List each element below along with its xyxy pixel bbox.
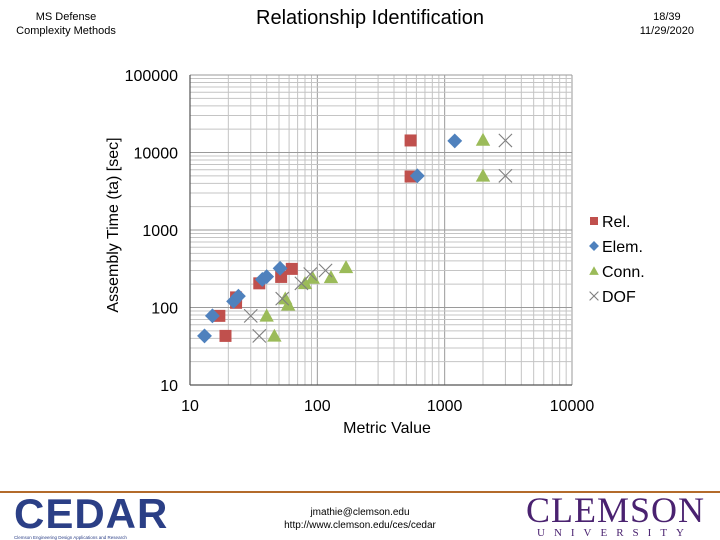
x-marker-stroke	[318, 263, 333, 278]
footer-divider	[0, 491, 720, 493]
slide-title: Relationship Identification	[256, 7, 484, 29]
cedar-logo: CEDAR Clemson Engineering Design Applica…	[14, 490, 169, 540]
x-marker-stroke	[498, 133, 513, 148]
header-slide-info: 18/39 11/29/2020	[640, 10, 694, 38]
legend-label-rel: Rel.	[602, 214, 630, 231]
x-marker-stroke	[498, 168, 513, 183]
point-elem	[447, 133, 463, 149]
point-dof	[243, 308, 258, 323]
scatter-chart: 10 100 1000 10000 10 100 1000 10000 100000 Metric…	[105, 68, 645, 437]
header-org-label: MS Defense Complexity Methods	[16, 11, 116, 37]
point-elem	[204, 308, 220, 324]
point-conn	[338, 260, 354, 274]
y-axis-title: Assembly Time (ta) [sec]	[105, 137, 122, 312]
chart-marks	[197, 132, 513, 344]
point-rel	[219, 329, 232, 342]
chart-gridlines	[189, 74, 573, 386]
x-tick-label: 1000	[427, 398, 463, 415]
cedar-logo-word: CEDAR	[14, 490, 169, 537]
point-conn	[259, 308, 274, 322]
cedar-logo-tagline: Clemson Engineering Design Applications …	[14, 535, 127, 540]
legend-label-elem: Elem.	[602, 239, 643, 256]
y-tick-label: 100000	[125, 68, 178, 85]
y-tick-label: 100	[151, 301, 178, 318]
legend-marker-dof	[589, 291, 599, 301]
point-conn	[475, 168, 491, 182]
slide-number: 18/39	[653, 11, 681, 23]
x-axis-title: Metric Value	[343, 420, 431, 437]
point-rel	[404, 134, 417, 147]
point-elem	[197, 328, 212, 344]
clemson-logo-sub: UNIVERSITY	[537, 527, 693, 539]
chart-legend: Rel. Elem. Conn. DOF	[589, 214, 645, 306]
contact-email[interactable]: jmathie@clemson.edu	[310, 507, 410, 518]
contact-url[interactable]: http://www.clemson.edu/ces/cedar	[284, 520, 436, 531]
y-tick-label: 10	[160, 378, 178, 395]
point-elem	[259, 269, 275, 285]
x-marker-stroke	[275, 291, 290, 306]
point-rel	[275, 270, 288, 283]
x-marker-stroke	[303, 267, 318, 282]
chart-axes: 10 100 1000 10000 10 100 1000 10000 100000 Metric…	[105, 68, 594, 437]
point-conn	[475, 132, 491, 146]
slide-date: 11/29/2020	[639, 25, 694, 37]
point-conn	[267, 328, 282, 342]
point-conn	[297, 276, 313, 290]
legend-marker-conn	[589, 266, 599, 275]
point-dof	[498, 168, 513, 183]
legend-label-conn: Conn.	[602, 264, 645, 281]
point-dof	[498, 133, 513, 148]
point-dof	[318, 263, 333, 278]
x-marker-stroke	[589, 291, 599, 301]
point-elem	[230, 288, 246, 304]
contact-info: jmathie@clemson.edu http://www.clemson.e…	[240, 506, 480, 532]
y-tick-label: 1000	[142, 223, 178, 240]
x-tick-label: 10000	[550, 398, 595, 415]
x-tick-label: 10	[181, 398, 199, 415]
x-tick-label: 100	[304, 398, 331, 415]
point-elem	[272, 260, 288, 276]
point-dof	[252, 328, 267, 343]
clemson-logo: CLEMSON UNIVERSITY	[526, 490, 706, 539]
legend-marker-elem	[589, 241, 599, 251]
legend-marker-rel	[590, 217, 598, 225]
point-rel	[285, 262, 298, 275]
point-dof	[275, 291, 290, 306]
x-marker-stroke	[252, 328, 267, 343]
x-marker-stroke	[243, 308, 258, 323]
point-elem	[409, 168, 425, 184]
point-dof	[303, 267, 318, 282]
clemson-logo-word: CLEMSON	[526, 490, 706, 530]
y-tick-label: 10000	[134, 146, 179, 163]
legend-label-dof: DOF	[602, 289, 636, 306]
